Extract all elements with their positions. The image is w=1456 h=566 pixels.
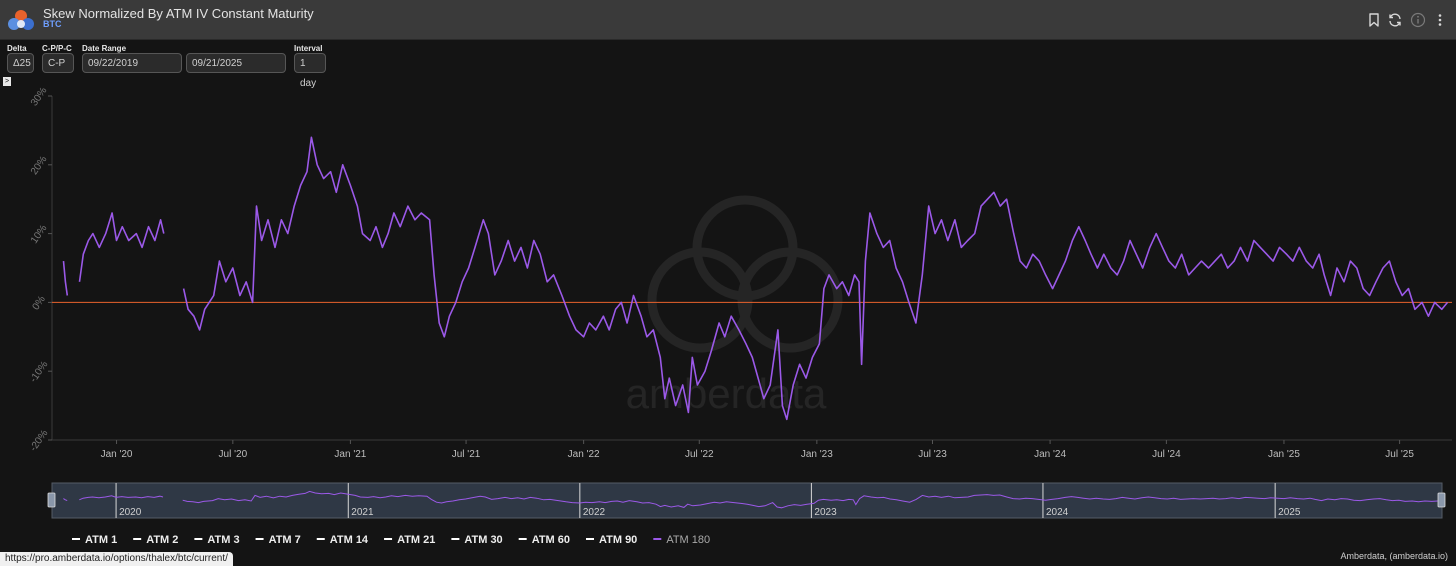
legend-item[interactable]: ATM 7 [255,534,301,546]
x-tick-label: Jul '25 [1385,449,1414,460]
status-bar-url: https://pro.amberdata.io/options/thalex/… [0,552,233,566]
watermark-text: amberdata [626,370,827,417]
end-date-input[interactable]: 09/21/2025 [186,53,286,73]
refresh-icon[interactable] [1387,12,1403,28]
amberdata-logo [8,10,34,30]
navigator-year-label: 2021 [351,507,374,518]
legend: ATM 1 ATM 2 ATM 3 ATM 7 ATM 14 ATM 21 ATM 30 AT… [72,534,710,546]
amberdata-watermark: amberdata [626,195,843,417]
legend-item[interactable]: ATM 90 [586,534,637,546]
navigator[interactable]: 2020 2021 2022 2023 2024 2025 [47,482,1446,519]
navigator-year-label: 2022 [583,507,606,518]
y-tick-label: 10% [29,223,50,246]
x-tick-label: Jul '23 [918,449,947,460]
delta-select[interactable]: Δ25 [7,53,34,73]
legend-label: ATM 3 [207,534,239,546]
legend-label: ATM 180 [666,534,710,546]
legend-item[interactable]: ATM 3 [194,534,240,546]
legend-item[interactable]: ATM 30 [451,534,503,546]
credit-text[interactable]: Amberdata, (amberdata.io) [1340,551,1448,561]
y-tick-label: -20% [28,428,50,454]
legend-item[interactable]: ATM 60 [518,534,570,546]
legend-item[interactable]: ATM 2 [133,534,178,546]
legend-label: ATM 7 [269,534,301,546]
y-tick-label: 30% [29,85,50,108]
legend-label: ATM 14 [330,534,369,546]
x-tick-label: Jul '22 [685,449,714,460]
y-tick-label: -10% [28,359,50,385]
navigator-year-label: 2025 [1278,507,1301,518]
legend-label: ATM 30 [464,534,502,546]
legend-item[interactable]: ATM 14 [316,534,369,546]
x-tick-label: Jan '21 [334,449,366,460]
start-date-input[interactable]: 09/22/2019 [82,53,182,73]
delta-label: Delta [7,44,27,53]
x-tick-label: Jul '21 [452,449,481,460]
x-tick-label: Jan '20 [101,449,133,460]
x-tick-label: Jul '24 [1152,449,1181,460]
legend-label: ATM 21 [397,534,435,546]
navigator-year-label: 2023 [814,507,837,518]
title-bar: Skew Normalized By ATM IV Constant Matur… [0,0,1456,40]
chart-title: Skew Normalized By ATM IV Constant Matur… [43,6,314,21]
interval-select[interactable]: 1 day [294,53,326,89]
cp-label: C-P/P-C [42,44,72,53]
series-line-atm-180 [182,136,1449,421]
legend-label: ATM 60 [532,534,570,546]
bookmark-icon[interactable] [1366,12,1382,28]
x-tick-label: Jan '22 [568,449,600,460]
info-icon[interactable] [1410,12,1426,28]
date-range-label: Date Range [82,44,127,53]
interval-label: Interval [294,44,323,53]
navigator-series-line [79,495,164,501]
legend-item[interactable]: ATM 1 [72,534,117,546]
x-tick-label: Jan '23 [801,449,833,460]
navigator-series-line [63,498,68,502]
x-tick-label: Jul '20 [219,449,248,460]
series-line-atm-180 [78,212,165,282]
navigator-background [51,482,1443,519]
legend-item[interactable]: ATM 21 [384,534,435,546]
navigator-year-label: 2024 [1046,507,1069,518]
expand-toggle-button[interactable]: > [3,77,11,86]
navigator-year-label: 2020 [119,507,142,518]
legend-label: ATM 1 [85,534,117,546]
more-vertical-icon[interactable] [1432,12,1448,28]
asset-subtitle: BTC [43,19,62,29]
legend-label: ATM 2 [146,534,178,546]
legend-item[interactable]: ATM 180 [653,534,710,546]
navigator-series-line [182,490,1438,509]
y-tick-label: 20% [29,154,50,177]
navigator-right-handle[interactable] [1437,492,1446,508]
cp-select[interactable]: C-P [42,53,74,73]
legend-label: ATM 90 [599,534,637,546]
navigator-left-handle[interactable] [47,492,56,508]
series-line-atm-180 [62,261,69,296]
y-tick-label: 0% [31,294,48,312]
x-tick-label: Jan '25 [1268,449,1300,460]
x-tick-label: Jan '24 [1034,449,1066,460]
